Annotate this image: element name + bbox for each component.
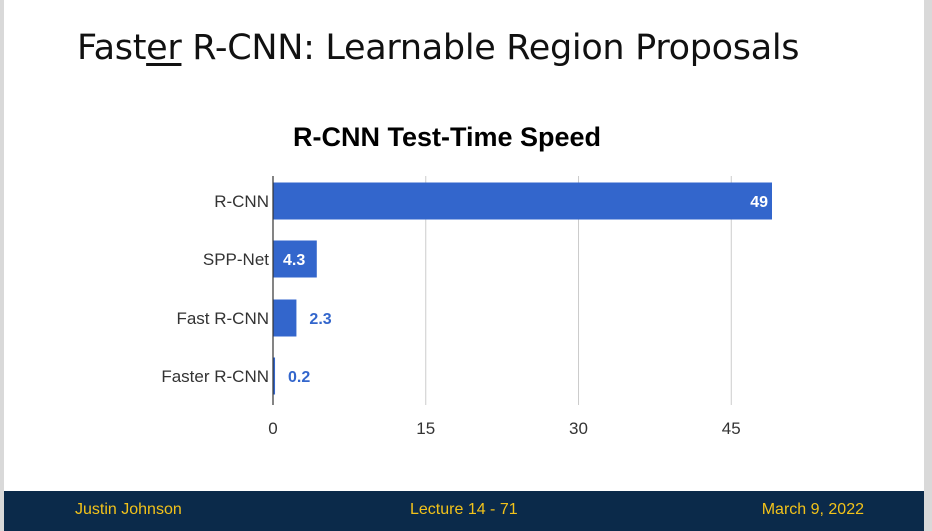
category-label: Fast R-CNN bbox=[176, 309, 269, 328]
x-tick-label: 30 bbox=[569, 419, 588, 438]
chart-title: R-CNN Test-Time Speed bbox=[293, 122, 601, 152]
value-label: 49 bbox=[750, 194, 768, 211]
value-label: 2.3 bbox=[309, 311, 331, 328]
category-label: R-CNN bbox=[214, 192, 269, 211]
bar-r-cnn bbox=[273, 182, 772, 220]
value-label: 0.2 bbox=[288, 369, 310, 386]
title-suffix: R-CNN: Learnable Region Proposals bbox=[181, 28, 800, 68]
category-label: Faster R-CNN bbox=[161, 367, 269, 386]
category-label: SPP-Net bbox=[203, 250, 269, 269]
x-tick-label: 0 bbox=[268, 419, 277, 438]
footer-author: Justin Johnson bbox=[75, 501, 182, 518]
footer-date: March 9, 2022 bbox=[761, 501, 864, 518]
x-tick-label: 45 bbox=[722, 419, 741, 438]
bar-chart: R-CNN Test-Time Speed R-CNN 49 SPP-Net 4.3 Fa… bbox=[161, 122, 772, 438]
bar-spp-net bbox=[273, 240, 317, 278]
title-prefix: Fast bbox=[77, 28, 147, 68]
slide: Faster R-CNN: Learnable Region Proposals bbox=[4, 0, 924, 531]
value-label: 4.3 bbox=[283, 252, 305, 269]
title-underlined: er bbox=[146, 28, 182, 68]
footer-lecture: Lecture 14 - 71 bbox=[410, 501, 518, 518]
footer-bar: Justin Johnson Lecture 14 - 71 March 9, … bbox=[4, 491, 924, 531]
bar-fast-r-cnn bbox=[273, 299, 297, 337]
bar-faster-r-cnn bbox=[273, 357, 276, 395]
x-tick-label: 15 bbox=[416, 419, 435, 438]
slide-title: Faster R-CNN: Learnable Region Proposals bbox=[77, 28, 800, 68]
